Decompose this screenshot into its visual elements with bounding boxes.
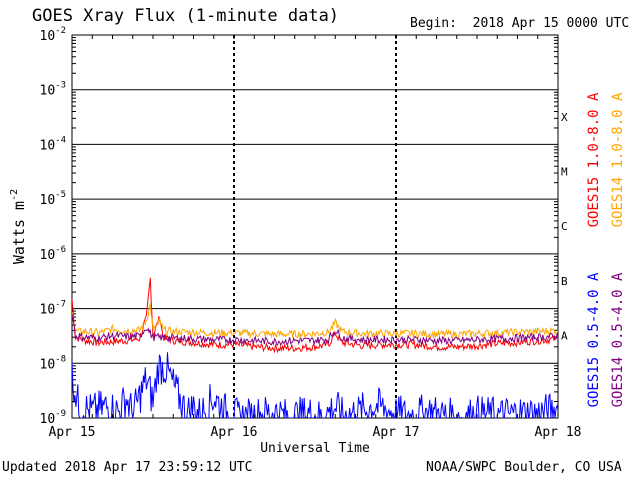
series-legend-label: GOES15 1.0-8.0 A <box>586 92 602 227</box>
flare-class-label: X <box>561 111 568 124</box>
begin-timestamp: Begin: 2018 Apr 15 0000 UTC <box>410 16 629 31</box>
flare-class-label: B <box>561 275 568 288</box>
x-tick-label: Apr 16 <box>211 425 258 440</box>
series-line <box>72 352 558 418</box>
y-tick-label: 10-3 <box>40 81 67 99</box>
chart-title: GOES Xray Flux (1-minute data) <box>32 6 340 26</box>
flare-class-label: C <box>561 220 568 233</box>
updated-timestamp: Updated 2018 Apr 17 23:59:12 UTC <box>2 460 253 475</box>
begin-label: Begin: <box>410 16 457 31</box>
x-tick-label: Apr 17 <box>373 425 420 440</box>
begin-value: 2018 Apr 15 0000 UTC <box>472 16 630 31</box>
x-tick-label: Apr 18 <box>535 425 582 440</box>
series-legend-label: GOES14 1.0-8.0 A <box>610 92 626 227</box>
y-axis-label: Watts m-2 <box>9 189 28 264</box>
series-legend-label: GOES14 0.5-4.0 A <box>610 272 626 407</box>
x-tick-label: Apr 15 <box>49 425 96 440</box>
y-tick-label: 10-6 <box>40 245 67 263</box>
x-axis-label: Universal Time <box>260 441 370 456</box>
series-legend-label: GOES15 0.5-4.0 A <box>586 272 602 407</box>
y-tick-label: 10-7 <box>40 300 67 318</box>
y-tick-label: 10-2 <box>40 26 67 44</box>
flare-class-label: M <box>561 166 568 179</box>
y-tick-label: 10-5 <box>40 190 67 208</box>
plot-frame <box>71 34 559 419</box>
y-tick-label: 10-9 <box>40 409 67 427</box>
flare-class-label: A <box>561 330 568 343</box>
series-line <box>72 277 558 354</box>
series-line <box>72 302 558 340</box>
y-tick-label: 10-8 <box>40 354 67 372</box>
credit-line: NOAA/SWPC Boulder, CO USA <box>426 460 622 475</box>
y-tick-label: 10-4 <box>40 135 67 153</box>
series-line <box>72 314 558 347</box>
